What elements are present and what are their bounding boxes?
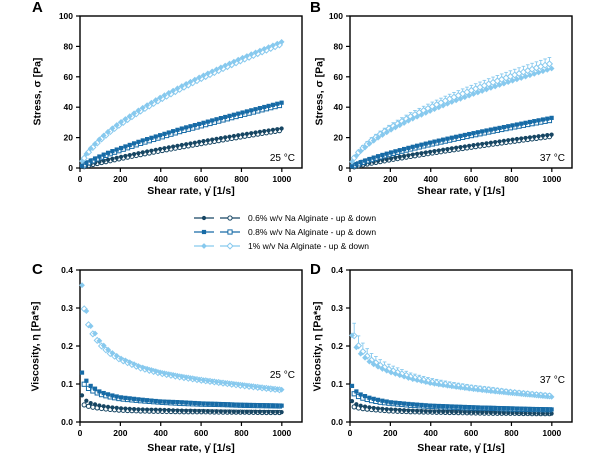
svg-text:800: 800 <box>234 428 248 438</box>
svg-text:600: 600 <box>194 428 208 438</box>
plot-area-c: 0 200 400 600 800 1000 0.0 0.1 0.2 0.3 0.4 <box>61 265 303 438</box>
x-axis-label-d: Shear rate, γ̇ [1/s] <box>417 442 505 454</box>
svg-text:0: 0 <box>78 428 83 438</box>
legend-label-08: 0.8% w/v Na Alginate - up & down <box>248 226 377 237</box>
x-axis-label-a: Shear rate, γ̇ [1/s] <box>147 185 235 197</box>
svg-text:0.1: 0.1 <box>331 379 343 389</box>
panel-a: A Stress, σ [Pa] 0 200 400 600 800 1000 0 20 40 6… <box>0 0 306 208</box>
legend-symbol-08-square-icon <box>194 228 240 235</box>
svg-text:200: 200 <box>113 428 127 438</box>
svg-text:200: 200 <box>383 428 397 438</box>
legend-item-1: 1% w/v Na Alginate - up & down <box>193 239 376 252</box>
svg-text:0: 0 <box>68 163 73 173</box>
legend: 0.6% w/v Na Alginate - up & down 0.8% w/… <box>193 211 376 253</box>
svg-text:1000: 1000 <box>272 174 291 184</box>
panel-c: C Viscosity, η [Pa*s] 0 200 400 600 800 1000 0… <box>0 262 306 470</box>
svg-text:0.4: 0.4 <box>331 265 343 275</box>
svg-text:80: 80 <box>64 41 74 51</box>
svg-text:600: 600 <box>464 428 478 438</box>
svg-text:40: 40 <box>64 102 74 112</box>
panel-letter-d: D <box>310 261 321 278</box>
svg-text:1000: 1000 <box>542 174 561 184</box>
plot-area-d: 0 200 400 600 800 1000 0.0 0.1 0.2 0.3 0.4 <box>331 265 573 438</box>
svg-text:200: 200 <box>383 174 397 184</box>
legend-label-06: 0.6% w/v Na Alginate - up & down <box>248 212 377 223</box>
svg-text:800: 800 <box>504 428 518 438</box>
svg-text:0.0: 0.0 <box>331 417 343 427</box>
svg-text:0.4: 0.4 <box>61 265 73 275</box>
svg-text:800: 800 <box>504 174 518 184</box>
svg-text:200: 200 <box>113 174 127 184</box>
svg-text:60: 60 <box>64 72 74 82</box>
x-axis-label-c: Shear rate, γ̇ [1/s] <box>147 442 235 454</box>
svg-text:0: 0 <box>348 428 353 438</box>
legend-item-08: 0.8% w/v Na Alginate - up & down <box>193 225 376 238</box>
svg-text:40: 40 <box>334 102 344 112</box>
svg-text:100: 100 <box>59 11 73 21</box>
svg-text:0.3: 0.3 <box>331 303 343 313</box>
svg-text:0: 0 <box>348 174 353 184</box>
panel-d: D Viscosity, η [Pa*s] 0 200 400 600 800 1000 0… <box>306 262 612 470</box>
svg-text:1000: 1000 <box>542 428 561 438</box>
svg-text:80: 80 <box>334 41 344 51</box>
svg-text:600: 600 <box>194 174 208 184</box>
svg-text:0: 0 <box>338 163 343 173</box>
svg-text:1000: 1000 <box>272 428 291 438</box>
legend-item-06: 0.6% w/v Na Alginate - up & down <box>193 211 376 224</box>
temperature-label-c: 25 °C <box>269 370 295 381</box>
svg-text:0: 0 <box>78 174 83 184</box>
svg-text:0.0: 0.0 <box>61 417 73 427</box>
svg-text:400: 400 <box>154 174 168 184</box>
legend-symbol-06-circle-icon <box>194 214 240 221</box>
svg-text:0.1: 0.1 <box>61 379 73 389</box>
svg-text:400: 400 <box>424 428 438 438</box>
svg-text:0.3: 0.3 <box>61 303 73 313</box>
svg-text:100: 100 <box>329 11 343 21</box>
temperature-label-a: 25 °C <box>269 153 295 164</box>
legend-symbol-1-diamond-icon <box>194 241 240 250</box>
plot-area-b: 0 200 400 600 800 1000 0 20 40 60 80 100 <box>329 11 573 184</box>
svg-text:0.2: 0.2 <box>331 341 343 351</box>
svg-text:800: 800 <box>234 174 248 184</box>
plot-area-a: 0 200 400 600 800 1000 0 20 40 60 80 100 <box>59 11 303 184</box>
svg-text:20: 20 <box>64 133 74 143</box>
panel-b: B Stress, σ [Pa] 0 200 400 600 800 1000 0 20 40 6… <box>306 0 612 208</box>
svg-text:600: 600 <box>464 174 478 184</box>
svg-text:0.2: 0.2 <box>61 341 73 351</box>
legend-label-1: 1% w/v Na Alginate - up & down <box>248 240 369 251</box>
svg-text:400: 400 <box>154 428 168 438</box>
svg-text:20: 20 <box>334 133 344 143</box>
temperature-label-d: 37 °C <box>539 375 565 386</box>
x-axis-label-b: Shear rate, γ̇ [1/s] <box>417 185 505 197</box>
panel-letter-c: C <box>32 261 43 278</box>
svg-text:400: 400 <box>424 174 438 184</box>
panel-letter-b: B <box>310 0 321 16</box>
temperature-label-b: 37 °C <box>539 153 565 164</box>
panel-letter-a: A <box>32 0 43 16</box>
svg-text:60: 60 <box>334 72 344 82</box>
